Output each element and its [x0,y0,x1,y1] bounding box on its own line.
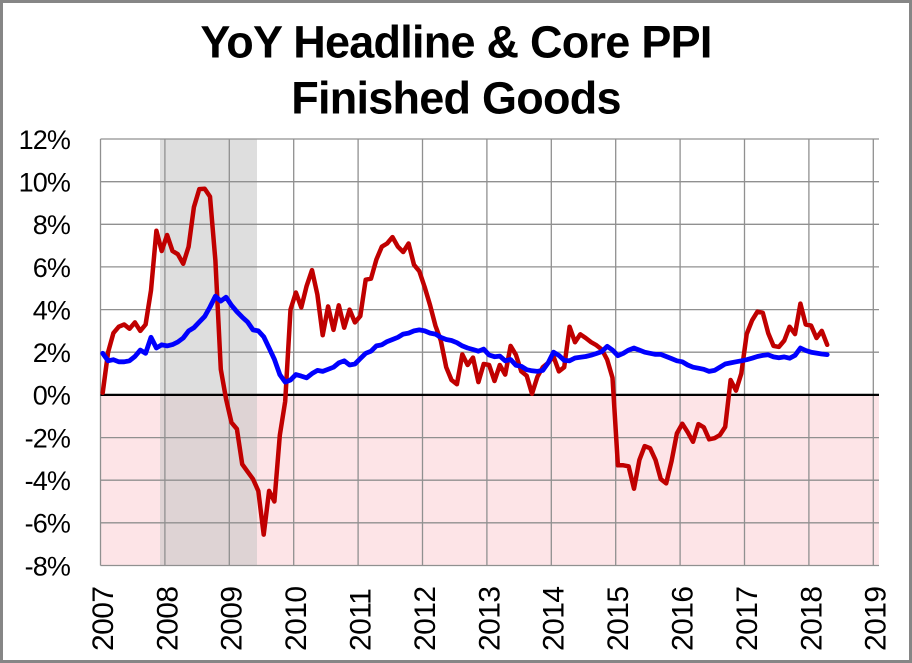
svg-text:4%: 4% [33,295,71,325]
svg-text:2017: 2017 [731,586,764,651]
svg-text:10%: 10% [19,168,71,198]
svg-text:-4%: -4% [25,466,71,496]
svg-text:2008: 2008 [151,586,184,651]
svg-text:2016: 2016 [667,586,700,651]
svg-text:8%: 8% [33,210,71,240]
svg-text:6%: 6% [33,253,71,283]
svg-text:2013: 2013 [473,586,506,651]
svg-text:2019: 2019 [860,586,893,651]
svg-text:YoY Headline & Core PPI: YoY Headline & Core PPI [200,17,711,68]
svg-text:2007: 2007 [87,586,120,651]
svg-text:2010: 2010 [280,586,313,651]
svg-text:2014: 2014 [538,586,571,651]
svg-text:-8%: -8% [25,551,71,581]
svg-text:2018: 2018 [795,586,828,651]
svg-text:0%: 0% [33,381,71,411]
svg-text:-2%: -2% [25,423,71,453]
svg-text:12%: 12% [19,125,71,155]
svg-text:2009: 2009 [216,586,249,651]
svg-text:Finished Goods: Finished Goods [291,73,621,124]
svg-text:2011: 2011 [345,589,378,651]
svg-text:2015: 2015 [602,586,635,651]
svg-text:-6%: -6% [25,509,71,539]
svg-text:2012: 2012 [409,586,442,651]
svg-text:2%: 2% [33,338,71,368]
